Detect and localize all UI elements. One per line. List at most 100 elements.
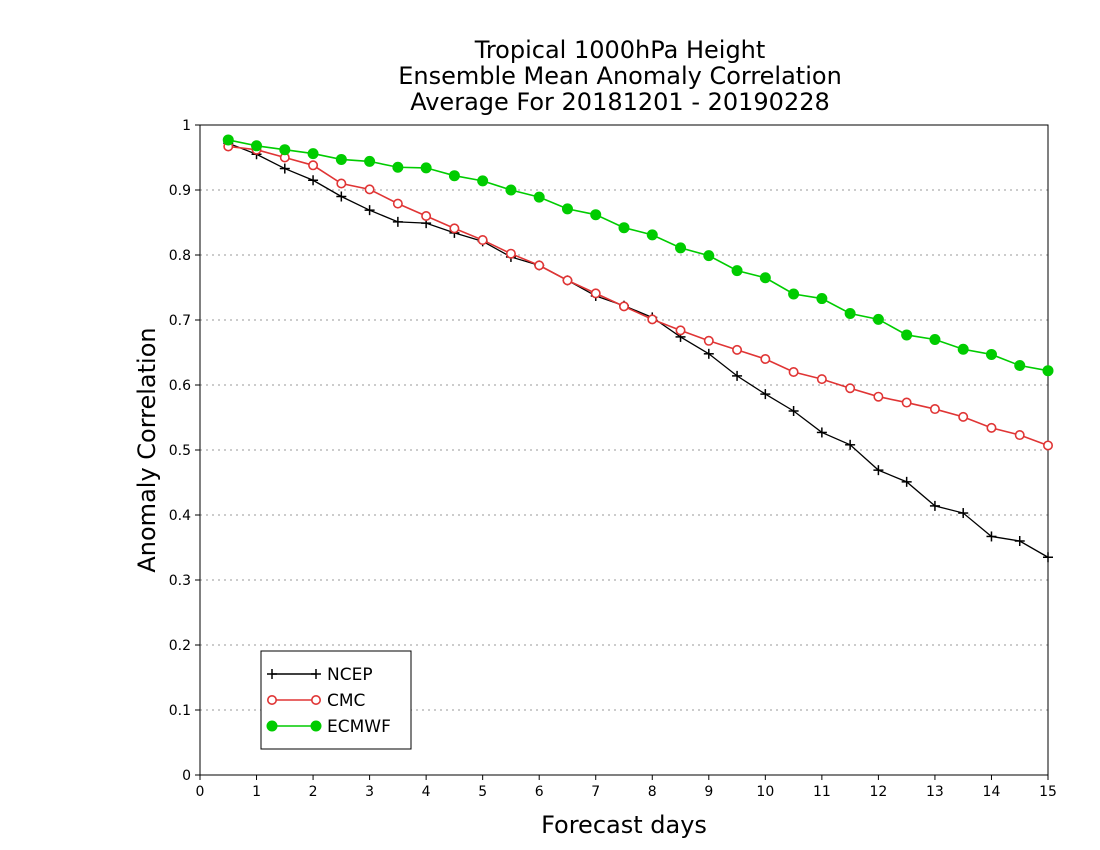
legend-marker: [310, 694, 321, 705]
data-point-cmc: [788, 366, 799, 377]
legend-item-ncep: NCEP: [267, 665, 373, 685]
data-point-ecmwf: [788, 288, 800, 300]
y-tick-label: 0.6: [169, 378, 191, 394]
legend-label-cmc: CMC: [327, 691, 365, 711]
data-point-ecmwf: [675, 242, 687, 254]
y-tick-label: 0.5: [169, 443, 191, 459]
data-point-ncep: [788, 406, 799, 416]
data-point-ncep: [1043, 552, 1053, 563]
data-point-ncep: [929, 500, 940, 511]
y-tick-label: 0.7: [169, 313, 191, 329]
chart-title: Tropical 1000hPa Height Ensemble Mean An…: [398, 36, 842, 116]
data-point-ecmwf: [646, 229, 658, 241]
data-point-ecmwf: [222, 134, 234, 146]
data-point-ecmwf: [477, 175, 489, 187]
x-tick-label: 0: [196, 784, 205, 800]
legend-marker: [310, 720, 322, 732]
data-point-cmc: [336, 178, 347, 189]
legend-item-ecmwf: ECMWF: [266, 717, 391, 737]
x-tick-label: 10: [756, 784, 774, 800]
data-point-ncep: [845, 439, 856, 450]
data-point-ecmwf: [279, 144, 291, 156]
x-tick-label: 11: [813, 784, 831, 800]
data-point-cmc: [845, 383, 856, 394]
legend-marker: [266, 694, 277, 705]
data-point-ncep: [364, 205, 375, 216]
data-point-cmc: [901, 397, 912, 408]
legend: NCEP CMC ECMWF: [260, 650, 412, 750]
y-tick-label: 0.1: [169, 703, 191, 719]
x-tick-label: 1: [252, 784, 261, 800]
data-point-cmc: [760, 353, 771, 364]
data-point-cmc: [308, 160, 319, 171]
data-point-ecmwf: [1042, 365, 1054, 377]
data-point-ecmwf: [929, 334, 941, 345]
data-point-cmc: [392, 198, 403, 209]
data-point-ncep: [308, 175, 319, 186]
data-point-cmc: [958, 411, 969, 422]
data-point-cmc: [1014, 430, 1025, 441]
data-point-ecmwf: [957, 343, 969, 355]
title-line-2: Ensemble Mean Anomaly Correlation: [398, 62, 842, 90]
data-point-ncep: [901, 476, 912, 487]
data-point-ncep: [279, 163, 290, 174]
x-tick-label: 2: [309, 784, 318, 800]
legend-marker: [267, 669, 277, 679]
data-point-ncep: [1014, 536, 1025, 546]
data-point-cmc: [929, 404, 940, 415]
x-tick-label: 15: [1039, 784, 1057, 800]
data-point-cmc: [732, 344, 743, 355]
data-point-ecmwf: [759, 272, 771, 284]
data-point-cmc: [618, 301, 629, 312]
data-point-ecmwf: [618, 222, 630, 234]
data-point-ecmwf: [901, 329, 913, 341]
series: [222, 134, 1054, 563]
data-point-ecmwf: [533, 191, 545, 203]
x-tick-label: 14: [983, 784, 1001, 800]
y-tick-label: 0: [182, 768, 191, 784]
x-tick-label: 12: [869, 784, 887, 800]
data-point-cmc: [986, 422, 997, 433]
data-point-ecmwf: [448, 170, 460, 182]
data-point-ecmwf: [561, 203, 573, 215]
data-point-ecmwf: [505, 184, 517, 196]
y-tick-label: 0.8: [169, 248, 191, 264]
data-point-cmc: [534, 260, 545, 271]
data-point-ecmwf: [420, 162, 432, 174]
data-point-ncep: [958, 508, 969, 519]
legend-marker: [311, 669, 321, 679]
legend-label-ecmwf: ECMWF: [327, 717, 391, 737]
x-tick-label: 9: [704, 784, 713, 800]
data-point-cmc: [703, 335, 714, 346]
data-point-ncep: [986, 531, 997, 542]
data-point-ecmwf: [985, 348, 997, 360]
series-line-ncep: [228, 142, 1049, 558]
legend-label-ncep: NCEP: [327, 665, 373, 685]
title-line-1: Tropical 1000hPa Height: [474, 36, 766, 64]
data-point-cmc: [647, 314, 658, 325]
x-tick-label: 6: [535, 784, 544, 800]
data-point-ecmwf: [307, 148, 319, 160]
data-point-cmc: [675, 325, 686, 336]
data-point-ecmwf: [1014, 360, 1026, 371]
data-point-cmc: [477, 235, 488, 246]
data-point-ncep: [816, 427, 827, 438]
y-axis-label: Anomaly Correlation: [133, 327, 161, 572]
title-line-3: Average For 20181201 - 20190228: [410, 88, 830, 116]
x-tick-label: 7: [591, 784, 600, 800]
axis-ticks: 00.10.20.30.40.50.60.70.80.910 1 2 3 4 5 6 7 8 9 1…: [169, 118, 1057, 800]
series-ecmwf: [222, 134, 1054, 377]
data-point-cmc: [562, 275, 573, 286]
y-tick-label: 1: [182, 118, 191, 134]
x-tick-label: 13: [926, 784, 944, 800]
data-point-ncep: [760, 389, 771, 400]
data-point-cmc: [873, 391, 884, 402]
data-point-cmc: [590, 288, 601, 299]
data-point-cmc: [364, 184, 375, 195]
legend-item-cmc: CMC: [266, 691, 365, 711]
legend-marker: [266, 720, 278, 732]
data-point-cmc: [816, 374, 827, 385]
data-point-ncep: [732, 370, 743, 381]
data-point-ncep: [392, 216, 403, 227]
